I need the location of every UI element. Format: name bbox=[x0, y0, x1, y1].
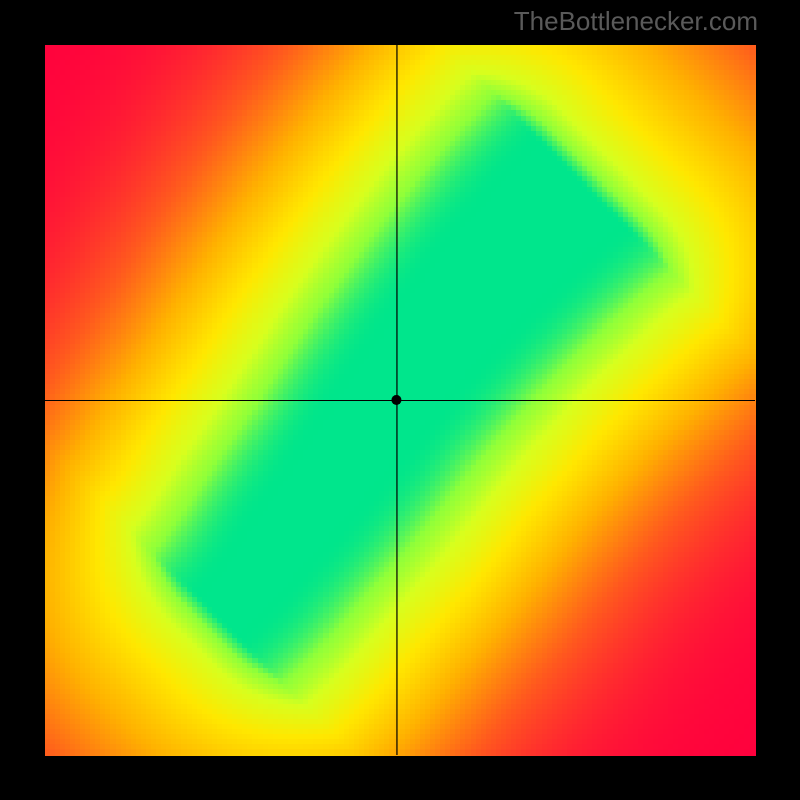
watermark-text: TheBottlenecker.com bbox=[514, 6, 758, 37]
bottleneck-heatmap bbox=[0, 0, 800, 800]
